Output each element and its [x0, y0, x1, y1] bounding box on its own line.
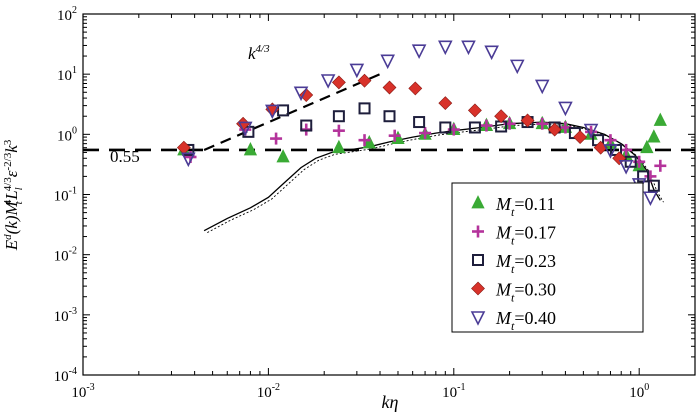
- data-point: [494, 109, 509, 124]
- data-point: [176, 140, 191, 155]
- legend-item: Mt=0.11: [471, 194, 555, 219]
- legend-marker: [471, 195, 485, 209]
- data-point: [413, 116, 426, 129]
- data-point: [484, 45, 499, 61]
- data-point: [293, 86, 309, 102]
- legend-marker: [471, 281, 485, 296]
- legend-label: Mt=0.17: [495, 223, 556, 248]
- y-tick-label: 10-2: [54, 246, 77, 265]
- data-point: [624, 155, 637, 168]
- reference-label: 0.55: [110, 147, 140, 166]
- data-point: [647, 179, 660, 192]
- y-tick-label: 10-3: [54, 306, 77, 325]
- data-point: [618, 159, 634, 175]
- data-point: [181, 152, 196, 168]
- data-point: [583, 123, 599, 139]
- data-point: [380, 54, 395, 70]
- data-point: [270, 132, 283, 145]
- data-point: [558, 101, 573, 117]
- slope-label: k4/3: [248, 43, 270, 63]
- data-point: [640, 139, 654, 154]
- data-point: [332, 110, 345, 123]
- series-0-40: [181, 40, 658, 207]
- data-point: [654, 159, 667, 172]
- data-point: [438, 96, 453, 111]
- data-point: [534, 79, 550, 95]
- data-point: [438, 40, 453, 56]
- y-tick-label: 10-4: [54, 366, 77, 385]
- legend: Mt=0.11 Mt=0.17 Mt=0.23 Mt=0.30 Mt=0.40: [451, 182, 644, 333]
- y-axis-label: Ed(k)Mt4Ll4/3ε-2/3k3: [2, 139, 25, 251]
- data-point: [357, 73, 372, 88]
- data-point: [536, 117, 549, 130]
- data-point: [276, 149, 290, 163]
- data-point: [468, 121, 481, 134]
- slope-line: [203, 70, 387, 151]
- legend-label: Mt=0.40: [495, 308, 556, 333]
- data-point: [300, 119, 313, 132]
- data-point: [547, 122, 562, 137]
- x-axis-label: kη: [382, 392, 399, 412]
- legend-label: Mt=0.11: [495, 194, 555, 219]
- data-point: [388, 129, 401, 142]
- data-point: [411, 44, 427, 60]
- data-point: [383, 110, 396, 123]
- data-point: [358, 134, 371, 147]
- data-point: [358, 102, 371, 115]
- data-point: [419, 127, 432, 140]
- y-tick-label: 100: [57, 125, 77, 144]
- data-point: [237, 121, 253, 137]
- data-point: [573, 130, 588, 145]
- data-point: [520, 113, 535, 128]
- data-point: [331, 75, 346, 90]
- data-point: [620, 143, 633, 156]
- dns-curve-dotted: [207, 123, 664, 233]
- dns-curve-layer: [203, 121, 664, 233]
- x-tick-label: 10-2: [257, 382, 280, 401]
- dns-curve: [203, 121, 661, 232]
- data-point: [408, 81, 423, 96]
- y-tick-label: 101: [57, 65, 77, 84]
- data-point: [265, 104, 280, 120]
- data-point: [439, 121, 452, 134]
- x-tick-label: 100: [629, 382, 649, 401]
- data-point: [299, 88, 314, 102]
- legend-item: Mt=0.40: [470, 308, 556, 333]
- data-point: [349, 63, 365, 79]
- legend-item: Mt=0.17: [472, 223, 556, 248]
- series-0-30: [176, 73, 627, 166]
- data-point: [480, 119, 493, 132]
- x-tick-label: 10-3: [71, 382, 94, 401]
- data-point: [509, 59, 525, 75]
- data-point: [332, 139, 346, 154]
- plot-frame: [82, 13, 696, 376]
- reference-layer: [83, 70, 695, 152]
- data-point: [461, 40, 476, 56]
- legend-marker: [472, 225, 484, 238]
- data-point: [653, 112, 667, 126]
- data-point: [332, 124, 345, 137]
- legend-label: Mt=0.23: [495, 251, 556, 276]
- y-tick-label: 102: [57, 5, 77, 24]
- legend-item: Mt=0.23: [472, 251, 556, 276]
- x-tick-label: 10-1: [442, 382, 465, 401]
- data-point: [467, 103, 482, 118]
- data-point: [243, 142, 258, 156]
- legend-marker: [472, 254, 484, 266]
- markers-layer: [176, 40, 667, 207]
- data-point: [647, 129, 661, 143]
- data-point: [382, 80, 397, 95]
- legend-marker: [470, 311, 486, 326]
- legend-label: Mt=0.30: [495, 280, 556, 305]
- data-point: [643, 191, 658, 207]
- data-point: [362, 135, 376, 149]
- y-tick-label: 10-1: [54, 186, 77, 205]
- legend-item: Mt=0.30: [471, 280, 556, 305]
- data-point: [603, 144, 618, 159]
- data-point: [320, 74, 336, 89]
